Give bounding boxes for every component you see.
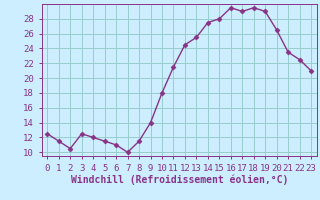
X-axis label: Windchill (Refroidissement éolien,°C): Windchill (Refroidissement éolien,°C)	[70, 174, 288, 185]
